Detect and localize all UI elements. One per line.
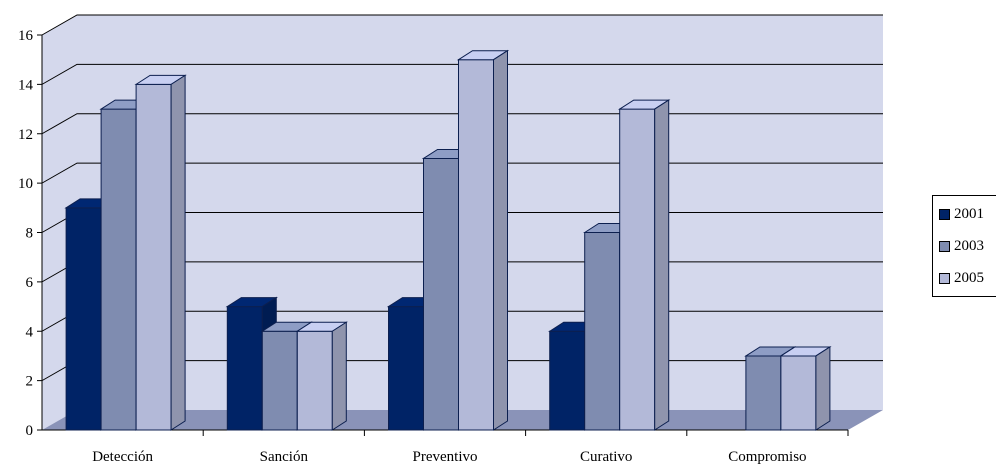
bar <box>389 307 424 430</box>
y-tick-label: 4 <box>26 324 34 340</box>
bar <box>550 331 585 430</box>
bar <box>227 307 262 430</box>
legend-label-2003: 2003 <box>954 238 984 255</box>
bar <box>620 109 655 430</box>
y-tick-label: 16 <box>18 28 34 44</box>
x-tick-label: Detección <box>92 449 153 465</box>
legend: 2001 2003 2005 <box>932 195 996 297</box>
bar <box>424 158 459 430</box>
y-tick-label: 0 <box>26 423 34 439</box>
bar <box>585 233 620 431</box>
legend-label-2005: 2005 <box>954 270 984 287</box>
legend-item-2003: 2003 <box>939 236 984 256</box>
bar-side <box>655 100 669 430</box>
bar <box>136 84 171 430</box>
bar <box>459 60 494 430</box>
bar <box>262 331 297 430</box>
y-tick-label: 2 <box>26 374 34 390</box>
legend-label-2001: 2001 <box>954 206 984 223</box>
legend-swatch-2005 <box>939 273 950 284</box>
legend-swatch-2001 <box>939 209 950 220</box>
y-tick-label: 8 <box>26 226 34 242</box>
bar <box>746 356 781 430</box>
x-tick-label: Compromiso <box>728 449 806 465</box>
legend-item-2001: 2001 <box>939 204 984 224</box>
x-tick-label: Curativo <box>580 449 633 465</box>
bar <box>297 331 332 430</box>
bar-side <box>816 347 830 430</box>
y-tick-label: 14 <box>18 77 34 93</box>
bar-side <box>332 322 346 430</box>
x-tick-label: Sanción <box>260 449 309 465</box>
bar-side <box>494 51 508 430</box>
legend-swatch-2003 <box>939 241 950 252</box>
bar <box>66 208 101 430</box>
y-tick-label: 6 <box>26 275 34 291</box>
bar-side <box>171 75 185 430</box>
x-tick-label: Preventivo <box>413 449 478 465</box>
y-tick-label: 10 <box>18 176 33 192</box>
bar <box>781 356 816 430</box>
y-tick-label: 12 <box>18 127 33 143</box>
legend-item-2005: 2005 <box>939 268 984 288</box>
bar <box>101 109 136 430</box>
